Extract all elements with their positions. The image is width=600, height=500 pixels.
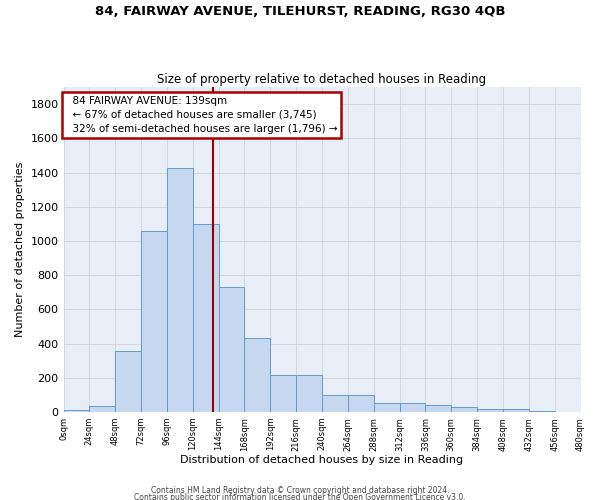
Bar (477, 408, 503, 412)
Bar (193, 224, 218, 412)
Bar (425, 405, 451, 412)
Bar (244, 338, 271, 412)
Title: Size of property relative to detached houses in Reading: Size of property relative to detached ho… (157, 73, 487, 86)
Bar (141, 231, 167, 412)
Text: 84, FAIRWAY AVENUE, TILEHURST, READING, RG30 4QB: 84, FAIRWAY AVENUE, TILEHURST, READING, … (95, 5, 505, 18)
Bar (271, 375, 296, 412)
Bar (89, 406, 115, 412)
Text: Contains public sector information licensed under the Open Government Licence v3: Contains public sector information licen… (134, 494, 466, 500)
Bar (348, 395, 374, 412)
Bar (529, 411, 554, 412)
Bar (400, 404, 425, 412)
Text: 84 FAIRWAY AVENUE: 139sqm
  ← 67% of detached houses are smaller (3,745)
  32% o: 84 FAIRWAY AVENUE: 139sqm ← 67% of detac… (65, 96, 337, 134)
Bar (503, 408, 529, 412)
Bar (451, 407, 477, 412)
Bar (322, 395, 348, 412)
Bar (115, 352, 141, 412)
X-axis label: Distribution of detached houses by size in Reading: Distribution of detached houses by size … (181, 455, 464, 465)
Bar (218, 287, 244, 412)
Bar (296, 375, 322, 412)
Bar (64, 410, 89, 412)
Text: Contains HM Land Registry data © Crown copyright and database right 2024.: Contains HM Land Registry data © Crown c… (151, 486, 449, 495)
Bar (167, 168, 193, 412)
Y-axis label: Number of detached properties: Number of detached properties (15, 162, 25, 338)
Bar (374, 404, 400, 412)
